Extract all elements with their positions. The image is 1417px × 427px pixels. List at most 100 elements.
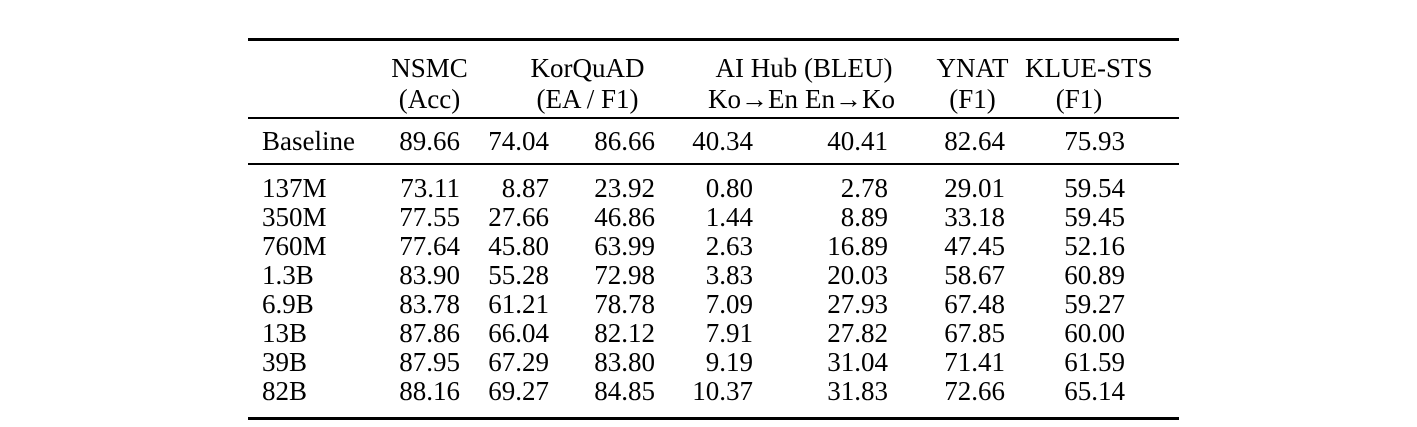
score-cell: 59.27 (1064, 289, 1125, 319)
table-row-model: 1.3B 83.90 55.28 72.98 3.83 20.03 58.67 60.89 (248, 261, 1179, 290)
score-cell: 3.83 (705, 260, 753, 290)
score-cell: 69.27 (488, 376, 549, 406)
model-rows-section: 137M 73.11 8.87 23.92 0.80 2.78 29.01 59.54 350M… (248, 164, 1179, 419)
score-cell: 72.66 (944, 376, 1005, 406)
score-cell: 86.66 (594, 125, 655, 156)
score-cell: 46.86 (594, 202, 655, 232)
row-label: 39B (262, 347, 308, 377)
benchmark-results-table: NSMC KorQuAD AI Hub (BLEU) YNAT KLUE-STS… (248, 38, 1179, 420)
score-cell: 87.95 (399, 347, 460, 377)
score-cell: 31.83 (827, 376, 888, 406)
score-cell: 88.16 (399, 376, 460, 406)
header-empty-corner-2 (248, 85, 372, 118)
score-cell: 9.19 (705, 347, 753, 377)
col-header-nsmc: NSMC (391, 53, 468, 83)
score-cell: 87.86 (399, 318, 460, 348)
score-cell: 58.67 (944, 260, 1005, 290)
col-subheader-ko-en: Ko→En (708, 84, 798, 114)
score-cell: 60.00 (1064, 318, 1125, 348)
score-cell: 83.80 (594, 347, 655, 377)
score-cell: 59.45 (1064, 202, 1125, 232)
table-row-model: 137M 73.11 8.87 23.92 0.80 2.78 29.01 59.54 (248, 164, 1179, 203)
score-cell: 7.91 (705, 318, 753, 348)
table-row-model: 6.9B 83.78 61.21 78.78 7.09 27.93 67.48 59.27 (248, 290, 1179, 319)
row-label: 13B (262, 318, 308, 348)
score-cell: 82.12 (594, 318, 655, 348)
row-label: 137M (262, 173, 327, 203)
score-cell: 77.55 (399, 202, 460, 232)
score-cell: 52.16 (1064, 231, 1125, 261)
score-cell: 60.89 (1064, 260, 1125, 290)
row-label: 760M (262, 231, 327, 261)
table-row-model: 13B 87.86 66.04 82.12 7.91 27.82 67.85 60.00 (248, 319, 1179, 348)
score-cell: 1.44 (705, 202, 753, 232)
table-row-model: 39B 87.95 67.29 83.80 9.19 31.04 71.41 61.59 (248, 348, 1179, 377)
score-cell: 0.80 (705, 173, 753, 203)
score-cell: 55.28 (488, 260, 549, 290)
table-row-model: 350M 77.55 27.66 46.86 1.44 8.89 33.18 59.45 (248, 203, 1179, 232)
score-cell: 59.54 (1064, 173, 1125, 203)
col-subheader-korquad-ea-f1: (EA / F1) (536, 84, 639, 114)
score-cell: 78.78 (594, 289, 655, 319)
col-header-korquad: KorQuAD (530, 53, 645, 83)
score-cell: 84.85 (594, 376, 655, 406)
score-cell: 10.37 (692, 376, 753, 406)
row-label: Baseline (262, 125, 355, 156)
score-cell: 45.80 (488, 231, 549, 261)
col-header-aihub-bleu: AI Hub (BLEU) (715, 53, 893, 83)
score-cell: 31.04 (827, 347, 888, 377)
header-row-metrics: (Acc) (EA / F1) Ko→En En→Ko (F1) (F1) (248, 85, 1179, 118)
table-row-model: 82B 88.16 69.27 84.85 10.37 31.83 72.66 65.14 (248, 377, 1179, 419)
col-subheader-en-ko: En→Ko (805, 84, 895, 114)
row-label: 6.9B (262, 289, 314, 319)
score-cell: 29.01 (944, 173, 1005, 203)
col-header-klue-sts: KLUE-STS (1025, 53, 1153, 83)
score-cell: 20.03 (827, 260, 888, 290)
col-subheader-nsmc-acc: (Acc) (398, 84, 461, 114)
score-cell: 73.11 (400, 173, 460, 203)
table-row-baseline: Baseline 89.66 74.04 86.66 40.34 40.41 82.64 75… (248, 118, 1179, 164)
score-cell: 83.78 (399, 289, 460, 319)
col-header-ynat: YNAT (936, 53, 1009, 83)
score-cell: 66.04 (488, 318, 549, 348)
score-cell: 71.41 (944, 347, 1005, 377)
score-cell: 16.89 (827, 231, 888, 261)
score-cell: 75.93 (1064, 125, 1125, 156)
col-subheader-ynat-f1: (F1) (949, 84, 996, 114)
header-row-titles: NSMC KorQuAD AI Hub (BLEU) YNAT KLUE-STS (248, 40, 1179, 86)
score-cell: 61.59 (1064, 347, 1125, 377)
row-label: 82B (262, 376, 308, 406)
table-row-model: 760M 77.64 45.80 63.99 2.63 16.89 47.45 52.16 (248, 232, 1179, 261)
score-cell: 67.48 (944, 289, 1005, 319)
score-cell: 67.29 (488, 347, 549, 377)
col-subheader-klue-f1: (F1) (1055, 84, 1103, 114)
score-cell: 40.34 (692, 125, 753, 156)
score-cell: 63.99 (594, 231, 655, 261)
score-cell: 61.21 (488, 289, 549, 319)
score-cell: 67.85 (944, 318, 1005, 348)
score-cell: 27.82 (827, 318, 888, 348)
score-cell: 2.78 (840, 173, 888, 203)
table-header: NSMC KorQuAD AI Hub (BLEU) YNAT KLUE-STS… (248, 40, 1179, 118)
score-cell: 77.64 (399, 231, 460, 261)
score-cell: 2.63 (705, 231, 753, 261)
row-label: 1.3B (262, 260, 314, 290)
score-cell: 33.18 (944, 202, 1005, 232)
score-cell: 47.45 (944, 231, 1005, 261)
score-cell: 72.98 (594, 260, 655, 290)
row-label: 350M (262, 202, 327, 232)
score-cell: 40.41 (827, 125, 888, 156)
score-cell: 8.89 (840, 202, 888, 232)
score-cell: 27.66 (488, 202, 549, 232)
score-cell: 65.14 (1064, 376, 1125, 406)
score-cell: 8.87 (501, 173, 549, 203)
score-cell: 82.64 (944, 125, 1005, 156)
header-empty-corner (248, 40, 372, 86)
score-cell: 27.93 (827, 289, 888, 319)
score-cell: 7.09 (705, 289, 753, 319)
score-cell: 83.90 (399, 260, 460, 290)
baseline-section: Baseline 89.66 74.04 86.66 40.34 40.41 82.64 75… (248, 118, 1179, 164)
score-cell: 23.92 (594, 173, 655, 203)
score-cell: 89.66 (399, 125, 460, 156)
